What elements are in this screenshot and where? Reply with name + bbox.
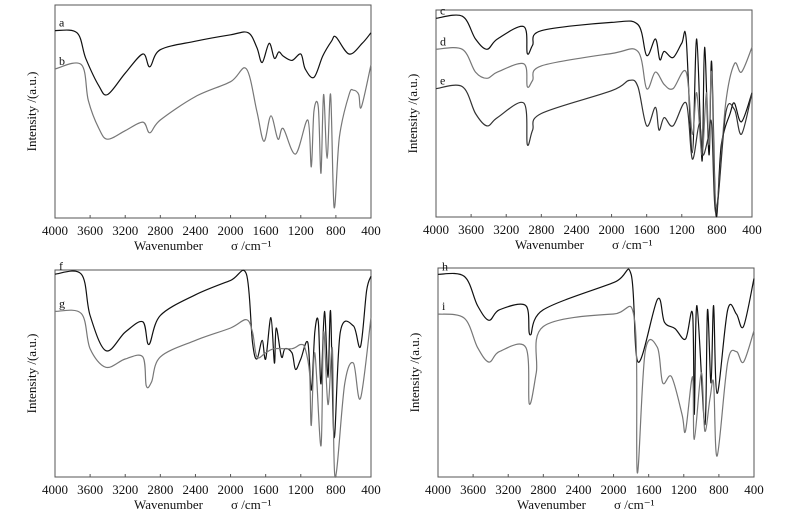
x-tick-label: 2400 xyxy=(182,223,208,238)
x-tick-label: 2400 xyxy=(563,222,589,237)
x-axis-unit: σ /cm⁻¹ xyxy=(231,497,272,512)
x-axis-unit: σ /cm⁻¹ xyxy=(231,238,272,253)
series-label-g: g xyxy=(59,296,65,310)
x-tick-label: 2400 xyxy=(182,482,208,497)
x-tick-label: 4000 xyxy=(42,223,68,238)
series-line-i xyxy=(437,305,755,474)
x-tick-label: 2400 xyxy=(565,482,591,497)
series-line-a xyxy=(54,29,372,96)
x-tick-label: 400 xyxy=(742,222,762,237)
y-axis-label: Intensity /(a.u.) xyxy=(405,74,420,154)
x-tick-label: 400 xyxy=(361,482,381,497)
series-label-e: e xyxy=(440,74,445,88)
series-label-b: b xyxy=(59,54,65,68)
x-axis-label: Wavenumber xyxy=(515,237,585,252)
x-tick-label: 2800 xyxy=(528,222,554,237)
plot-frame xyxy=(54,4,372,219)
x-tick-label: 3600 xyxy=(458,222,484,237)
plot-frame xyxy=(435,9,753,218)
x-tick-label: 2000 xyxy=(218,482,244,497)
x-tick-label: 2000 xyxy=(218,223,244,238)
x-tick-label: 4000 xyxy=(423,222,449,237)
x-tick-label: 1200 xyxy=(671,482,697,497)
x-tick-label: 1600 xyxy=(636,482,662,497)
x-tick-label: 800 xyxy=(326,482,346,497)
panel-bottom-left: 4000 3600 3200 2800 2400 2000 1600 1200 800 400 Wa… xyxy=(24,259,381,512)
series-label-c: c xyxy=(440,3,445,17)
y-axis-label: Intensity /(a.u.) xyxy=(24,72,39,152)
x-tick-label: 3200 xyxy=(495,482,521,497)
x-tick-label: 1200 xyxy=(669,222,695,237)
series-line-c xyxy=(435,14,753,218)
panel-bottom-right: 4000 3600 3200 2800 2400 2000 1600 1200 800 400 Wa… xyxy=(407,259,764,512)
series-label-h: h xyxy=(442,259,448,273)
x-tick-label: 3200 xyxy=(112,223,138,238)
series-label-a: a xyxy=(59,16,65,30)
series-line-h xyxy=(437,268,755,426)
x-tick-label: 3600 xyxy=(77,482,103,497)
x-tick-label: 400 xyxy=(744,482,764,497)
series-line-b xyxy=(54,62,372,209)
x-axis-unit: σ /cm⁻¹ xyxy=(614,497,655,512)
x-tick-label: 3200 xyxy=(493,222,519,237)
x-tick-label: 2800 xyxy=(147,482,173,497)
x-tick-label: 4000 xyxy=(42,482,68,497)
x-axis-label: Wavenumber xyxy=(134,238,204,253)
x-tick-label: 2000 xyxy=(601,482,627,497)
y-axis-label: Intensity /(a.u.) xyxy=(407,333,422,413)
plot-frame xyxy=(437,267,755,478)
series-label-i: i xyxy=(442,299,446,313)
plot-frame xyxy=(54,269,372,478)
panel-top-right: 4000 3600 3200 2800 2400 2000 1600 1200 800 400 Wa… xyxy=(405,3,762,252)
x-tick-label: 3600 xyxy=(77,223,103,238)
x-tick-label: 3200 xyxy=(112,482,138,497)
x-tick-label: 800 xyxy=(709,482,729,497)
y-axis-label: Intensity /(a.u.) xyxy=(24,334,39,414)
x-tick-label: 4000 xyxy=(425,482,451,497)
x-tick-label: 1200 xyxy=(288,482,314,497)
x-tick-label: 2800 xyxy=(530,482,556,497)
x-tick-label: 800 xyxy=(707,222,727,237)
series-line-g xyxy=(54,309,372,478)
x-tick-label: 1200 xyxy=(288,223,314,238)
x-tick-label: 2800 xyxy=(147,223,173,238)
series-line-f xyxy=(54,269,372,439)
x-axis-label: Wavenumber xyxy=(134,497,204,512)
x-tick-label: 1600 xyxy=(253,223,279,238)
series-label-f: f xyxy=(59,259,63,273)
panel-top-left: 4000 3600 3200 2800 2400 2000 1600 1200 800 400 Wa… xyxy=(24,4,381,253)
x-tick-label: 800 xyxy=(326,223,346,238)
x-tick-label: 3600 xyxy=(460,482,486,497)
series-line-d xyxy=(435,47,753,208)
x-tick-label: 2000 xyxy=(599,222,625,237)
x-axis-unit: σ /cm⁻¹ xyxy=(612,237,653,252)
x-tick-label: 1600 xyxy=(253,482,279,497)
series-line-e xyxy=(435,79,753,214)
x-axis-label: Wavenumber xyxy=(517,497,587,512)
series-label-d: d xyxy=(440,34,446,48)
x-tick-label: 400 xyxy=(361,223,381,238)
x-tick-label: 1600 xyxy=(634,222,660,237)
